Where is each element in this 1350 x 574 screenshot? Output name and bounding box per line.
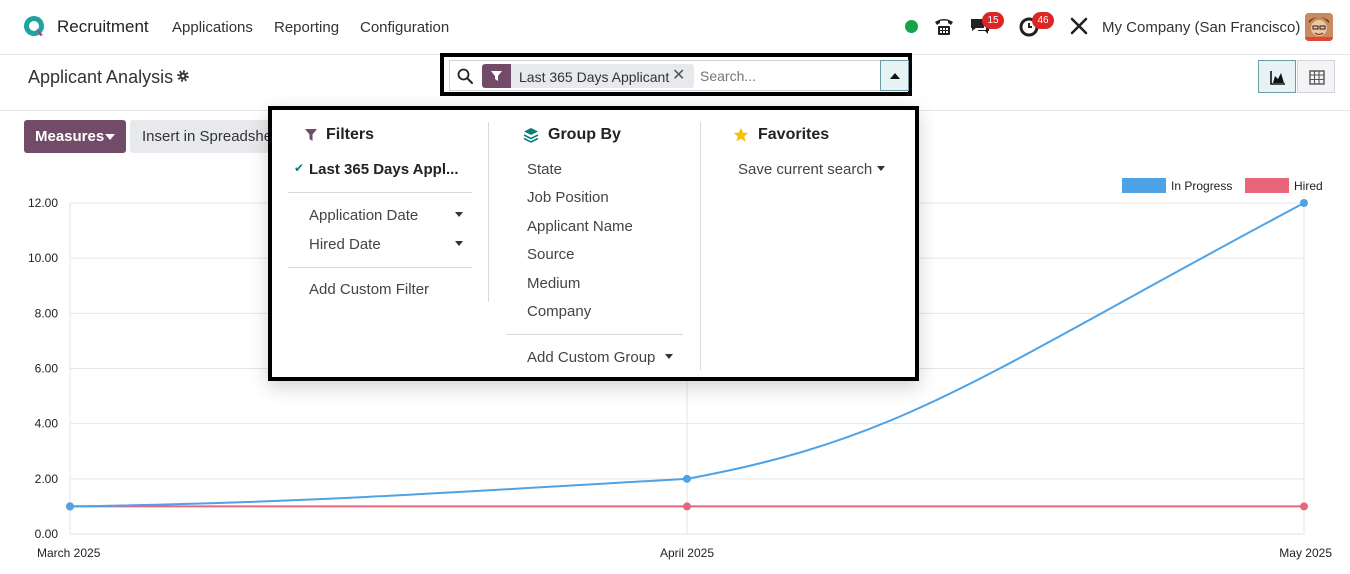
group-applicant-name[interactable]: Applicant Name (527, 218, 633, 235)
group-company[interactable]: Company (527, 303, 592, 320)
group-source[interactable]: Source (527, 246, 575, 263)
favorites-title: Favorites (758, 126, 830, 143)
app-name[interactable]: Recruitment (57, 17, 149, 36)
facet-label: Last 365 Days Applicant (519, 69, 670, 85)
divider (506, 334, 683, 335)
page-title[interactable]: Applicant Analysis (28, 67, 174, 87)
y-tick-label: 6.00 (35, 362, 59, 376)
top-navbar: Recruitment Applications Reporting Confi… (0, 0, 1350, 55)
menu-applications[interactable]: Applications (172, 19, 253, 36)
filters-title: Filters (326, 126, 375, 143)
legend-swatch (1245, 178, 1289, 193)
group-job-position[interactable]: Job Position (527, 189, 609, 206)
caret-up-icon (890, 73, 900, 79)
search-facet[interactable] (511, 64, 694, 88)
y-tick-label: 10.00 (28, 251, 58, 265)
legend-label: In Progress (1171, 179, 1232, 193)
chevron-down-icon[interactable] (455, 212, 463, 217)
remove-facet-icon[interactable]: ✕ (672, 67, 686, 84)
insert-spreadsheet-button[interactable]: Insert in Spreadsheet (130, 120, 275, 153)
menu-reporting[interactable]: Reporting (274, 19, 340, 36)
measures-button[interactable]: Measures (24, 120, 126, 153)
group-by-title: Group By (548, 126, 621, 143)
add-custom-group[interactable]: Add Custom Group (527, 349, 656, 366)
data-point (1300, 502, 1308, 511)
table-icon (1309, 70, 1325, 85)
save-current-search[interactable]: Save current search (738, 161, 873, 178)
group-medium[interactable]: Medium (527, 275, 581, 292)
column-divider (700, 122, 701, 370)
check-icon: ✔ (294, 161, 305, 175)
measures-label: Measures (35, 128, 105, 145)
y-tick-label: 0.00 (35, 527, 59, 541)
y-tick-label: 4.00 (35, 417, 59, 431)
search-highlight-frame (440, 53, 912, 96)
user-avatar[interactable] (1305, 13, 1333, 41)
layers-icon (523, 128, 539, 143)
x-tick-label: May 2025 (1279, 546, 1332, 560)
data-point (1300, 199, 1308, 207)
y-tick-label: 8.00 (35, 306, 59, 320)
search-input[interactable] (700, 68, 870, 84)
app-logo-icon[interactable] (22, 14, 46, 38)
debug-tools-icon[interactable] (1067, 14, 1091, 38)
gear-icon[interactable] (176, 69, 190, 83)
activities-badge: 46 (1032, 12, 1054, 29)
area-chart-icon (1270, 71, 1285, 85)
star-icon (733, 127, 749, 142)
company-switcher[interactable]: My Company (San Francisco) (1102, 19, 1301, 36)
y-tick-label: 12.00 (28, 196, 58, 210)
insert-spreadsheet-label: Insert in Spreadsheet (142, 128, 275, 145)
filter-icon (305, 129, 317, 141)
menu-configuration[interactable]: Configuration (360, 19, 450, 36)
facet-filter-icon (482, 64, 511, 88)
graph-view-button[interactable] (1258, 60, 1296, 93)
data-point (683, 474, 691, 483)
presence-status-icon (905, 20, 918, 33)
x-tick-label: April 2025 (660, 546, 714, 560)
chevron-down-icon[interactable] (877, 166, 885, 171)
column-divider (488, 122, 489, 302)
chevron-down-icon[interactable] (455, 241, 463, 246)
x-tick-label: March 2025 (37, 546, 101, 560)
data-point (683, 502, 691, 511)
data-point (66, 502, 74, 511)
search-icon[interactable] (457, 68, 473, 84)
y-tick-label: 2.00 (35, 472, 59, 486)
filter-application-date[interactable]: Application Date (309, 207, 419, 224)
messages-badge: 15 (982, 12, 1004, 29)
filter-hired-date[interactable]: Hired Date (309, 236, 381, 253)
divider (288, 192, 472, 193)
chevron-down-icon (105, 134, 115, 140)
phone-icon[interactable] (932, 14, 956, 38)
search-panel-dropdown: Filters ✔ Last 365 Days Appl... Applicat… (268, 106, 919, 381)
group-state[interactable]: State (527, 161, 563, 178)
divider (288, 267, 472, 268)
pivot-view-button[interactable] (1297, 60, 1335, 93)
filter-last-365-days[interactable]: Last 365 Days Appl... (309, 161, 459, 178)
legend-swatch (1122, 178, 1166, 193)
legend-label: Hired (1294, 179, 1323, 193)
chevron-down-icon[interactable] (665, 354, 673, 359)
add-custom-filter[interactable]: Add Custom Filter (309, 281, 430, 298)
